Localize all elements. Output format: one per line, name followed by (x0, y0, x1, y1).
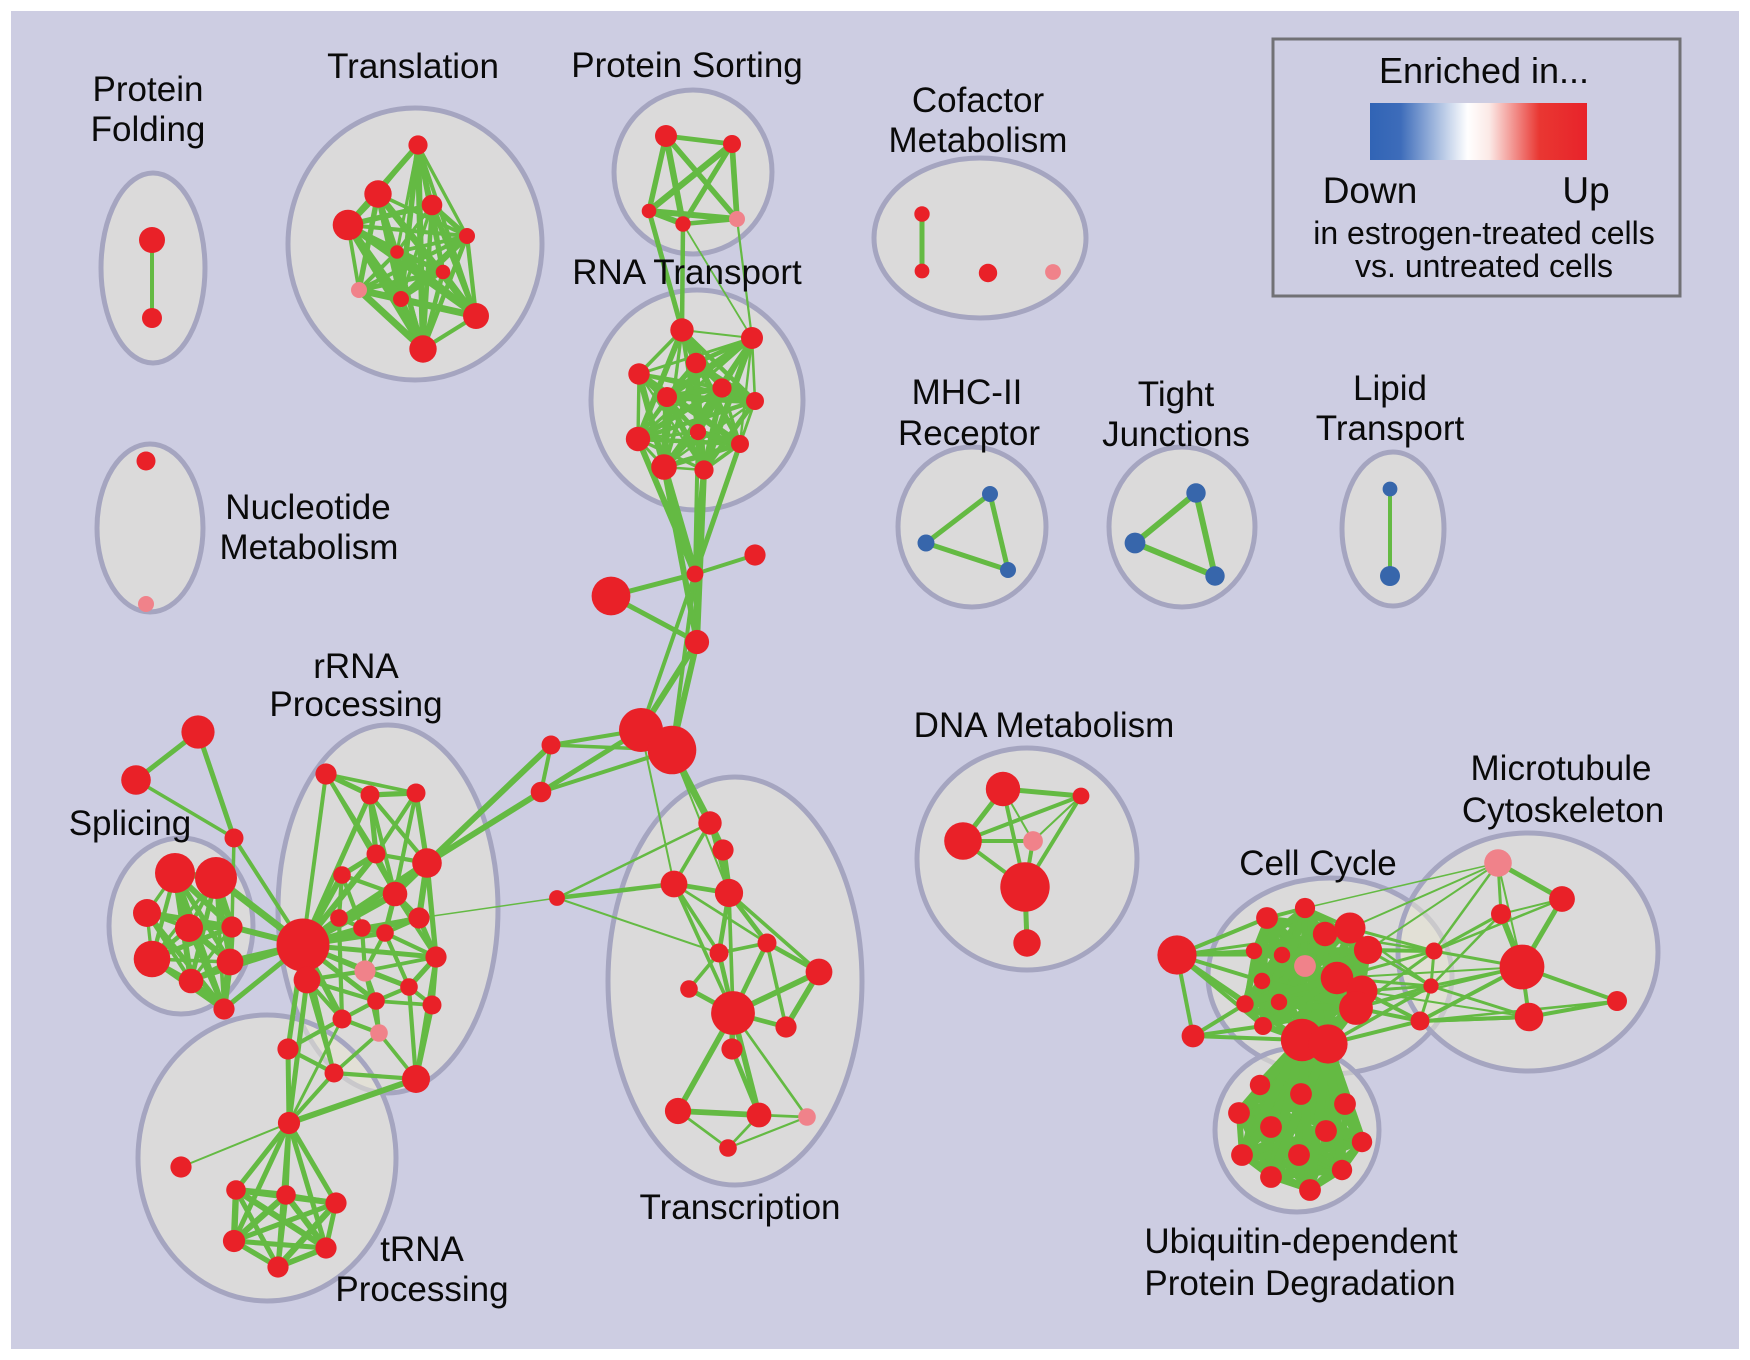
svg-text:Processing: Processing (269, 685, 442, 724)
svg-text:Protein: Protein (93, 70, 204, 109)
svg-text:Lipid: Lipid (1353, 369, 1427, 408)
svg-text:Cytoskeleton: Cytoskeleton (1462, 791, 1664, 830)
svg-text:Folding: Folding (91, 110, 206, 149)
svg-text:DNA Metabolism: DNA Metabolism (914, 706, 1175, 745)
svg-text:Transport: Transport (1316, 409, 1465, 448)
svg-text:RNA Transport: RNA Transport (572, 253, 802, 292)
svg-text:in estrogen-treated cells: in estrogen-treated cells (1313, 215, 1655, 251)
svg-text:Enriched in...: Enriched in... (1379, 50, 1589, 91)
svg-text:Metabolism: Metabolism (889, 121, 1068, 160)
svg-text:Metabolism: Metabolism (220, 528, 399, 567)
svg-text:Transcription: Transcription (640, 1188, 841, 1227)
svg-text:Up: Up (1562, 170, 1609, 211)
svg-text:Receptor: Receptor (898, 414, 1040, 453)
svg-text:Microtubule: Microtubule (1471, 749, 1652, 788)
svg-text:vs. untreated cells: vs. untreated cells (1355, 248, 1613, 284)
svg-text:Translation: Translation (327, 47, 499, 86)
svg-text:Processing: Processing (335, 1270, 508, 1309)
svg-text:Cell Cycle: Cell Cycle (1239, 844, 1397, 883)
svg-text:tRNA: tRNA (380, 1230, 464, 1269)
svg-text:Junctions: Junctions (1102, 415, 1250, 454)
svg-text:Splicing: Splicing (69, 804, 192, 843)
svg-text:Protein Sorting: Protein Sorting (571, 46, 803, 85)
svg-text:Ubiquitin-dependent: Ubiquitin-dependent (1144, 1222, 1458, 1261)
svg-text:Down: Down (1323, 170, 1418, 211)
svg-text:Protein Degradation: Protein Degradation (1144, 1264, 1455, 1303)
svg-text:Cofactor: Cofactor (912, 81, 1045, 120)
svg-text:Tight: Tight (1138, 375, 1215, 414)
svg-text:MHC-II: MHC-II (912, 373, 1023, 412)
svg-text:Nucleotide: Nucleotide (225, 488, 390, 527)
svg-text:rRNA: rRNA (313, 647, 399, 686)
